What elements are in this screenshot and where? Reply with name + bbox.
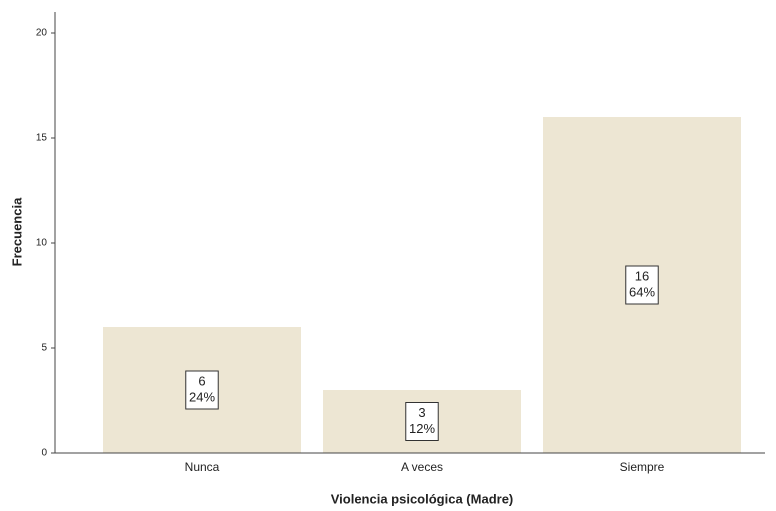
data-label-box <box>625 265 659 305</box>
data-label: 16 <box>635 268 649 283</box>
data-label-box <box>185 370 219 410</box>
x-axis-title: Violencia psicológica (Madre) <box>331 491 514 506</box>
data-label: 3 <box>418 405 425 420</box>
x-tick-label: Nunca <box>185 460 220 474</box>
y-tick-label: 15 <box>36 133 48 144</box>
x-tick-label: A veces <box>401 460 443 474</box>
y-tick-label: 0 <box>41 448 47 459</box>
x-tick-label: Siempre <box>620 460 665 474</box>
data-label-percent: 12% <box>409 421 435 436</box>
y-tick-label: 20 <box>36 28 48 39</box>
data-label-percent: 64% <box>629 284 655 299</box>
data-label-box <box>405 402 439 441</box>
data-label-percent: 24% <box>189 389 215 404</box>
data-label: 6 <box>198 373 205 388</box>
y-axis-title: Frecuencia <box>9 197 24 266</box>
y-tick-label: 10 <box>36 238 48 249</box>
y-tick-label: 5 <box>41 343 47 354</box>
